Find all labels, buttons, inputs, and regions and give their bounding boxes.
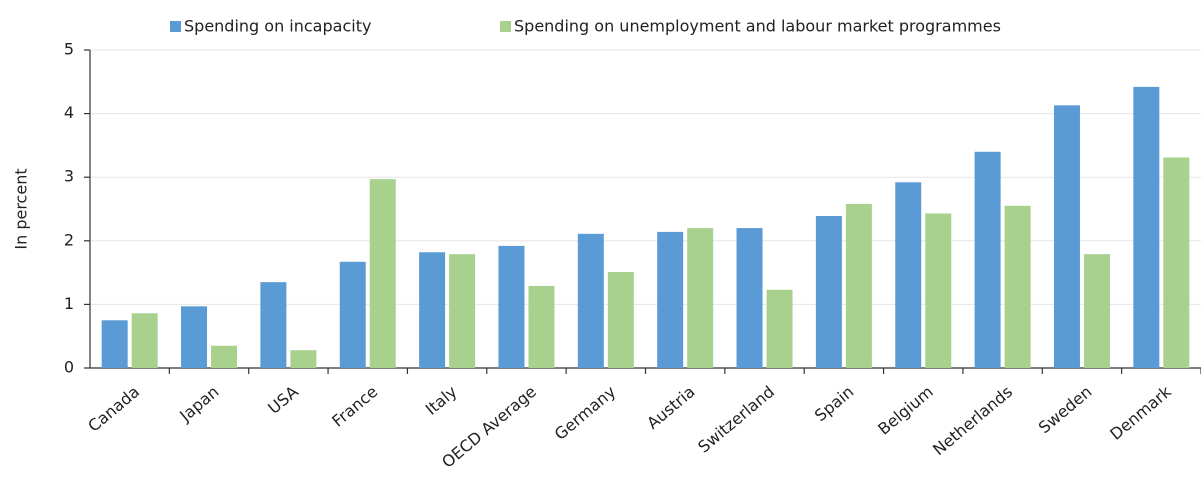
bar xyxy=(339,261,366,368)
legend-label: Spending on unemployment and labour mark… xyxy=(514,17,1001,36)
x-tick-label: Denmark xyxy=(1106,381,1175,443)
x-tick-label: Canada xyxy=(84,382,143,436)
bar xyxy=(211,345,238,368)
bar xyxy=(1133,86,1160,368)
y-tick-label: 2 xyxy=(64,230,74,249)
bar xyxy=(528,285,555,368)
y-tick-label: 5 xyxy=(64,40,74,59)
bar xyxy=(577,233,604,368)
bar xyxy=(1004,205,1031,368)
bar xyxy=(419,252,446,368)
bar xyxy=(260,282,287,368)
bar xyxy=(736,228,763,368)
bar xyxy=(1083,254,1110,368)
bar xyxy=(101,320,128,368)
x-tick-label: Japan xyxy=(175,382,222,426)
x-tick-label: Switzerland xyxy=(694,382,778,457)
bar xyxy=(498,245,525,368)
bar xyxy=(845,203,872,368)
x-tick-label: Netherlands xyxy=(929,382,1016,459)
bar xyxy=(369,179,396,368)
x-tick-label: France xyxy=(328,382,381,431)
bar xyxy=(290,350,317,368)
bar xyxy=(657,231,684,368)
legend-label: Spending on incapacity xyxy=(184,17,371,36)
bar xyxy=(974,151,1001,368)
bar xyxy=(766,289,793,368)
y-axis-label: In percent xyxy=(12,168,31,249)
y-tick-label: 3 xyxy=(64,167,74,186)
x-tick-label: Sweden xyxy=(1035,382,1096,437)
bar xyxy=(1163,157,1190,368)
y-tick-label: 0 xyxy=(64,358,74,377)
x-tick-label: Austria xyxy=(643,382,699,433)
x-tick-label: Belgium xyxy=(874,382,936,439)
bar xyxy=(607,271,634,368)
bar xyxy=(895,182,922,368)
x-tick-label: Germany xyxy=(551,382,620,444)
bar xyxy=(1053,105,1080,368)
x-tick-label: USA xyxy=(264,382,302,418)
legend-swatch xyxy=(500,21,511,32)
bar xyxy=(181,306,208,368)
x-tick-label: Italy xyxy=(422,382,461,419)
bar xyxy=(687,228,714,368)
y-tick-label: 4 xyxy=(64,103,74,122)
legend-swatch xyxy=(170,21,181,32)
x-tick-label: Spain xyxy=(811,382,857,425)
y-tick-label: 1 xyxy=(64,294,74,313)
bar xyxy=(815,215,842,368)
bar xyxy=(131,313,158,368)
bar xyxy=(449,254,476,368)
bar xyxy=(925,213,952,368)
